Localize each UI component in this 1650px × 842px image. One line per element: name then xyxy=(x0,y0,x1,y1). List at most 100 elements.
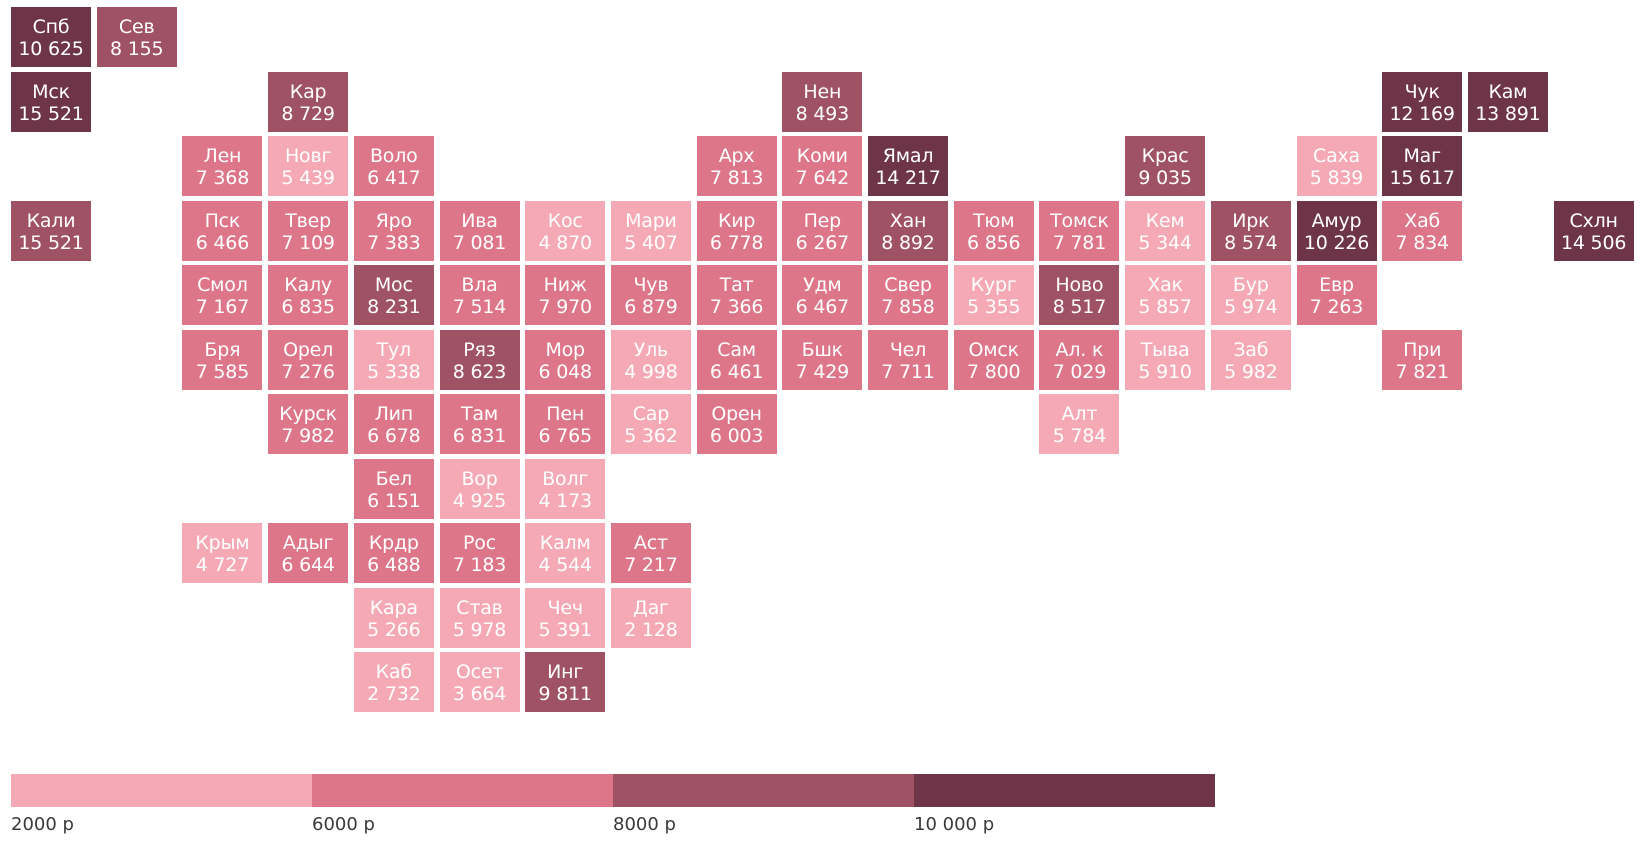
region-tile: Курск 7 982 xyxy=(268,394,349,454)
region-tile: Кург 5 355 xyxy=(953,265,1034,325)
region-tile: Сам 6 461 xyxy=(696,329,777,390)
region-value: 6 778 xyxy=(709,231,764,254)
region-name: Кем xyxy=(1145,209,1185,232)
region-value: 9 811 xyxy=(538,683,592,705)
region-name: Калм xyxy=(539,532,591,554)
region-value: 7 970 xyxy=(538,296,592,318)
region-tile: Орел 7 276 xyxy=(268,329,349,390)
region-name: Орел xyxy=(283,338,334,361)
region-name: Волг xyxy=(542,467,589,490)
region-tile: Чув 6 879 xyxy=(610,265,691,325)
region-tile: Сев 8 155 xyxy=(96,7,177,67)
region-name: Курск xyxy=(279,403,337,425)
region-tile: Бур 5 974 xyxy=(1210,265,1291,325)
region-name: Кос xyxy=(547,209,583,232)
region-tile: Ирк 8 574 xyxy=(1210,200,1291,261)
region-tile: Орен 6 003 xyxy=(696,394,777,454)
region-tile: Тат 7 366 xyxy=(696,265,777,325)
region-tile: Сар 5 362 xyxy=(610,394,691,454)
region-name: Мари xyxy=(625,209,677,232)
region-value: 7 263 xyxy=(1309,296,1364,318)
legend-label: 6000 р xyxy=(312,814,375,835)
region-tile: Бря 7 585 xyxy=(182,329,263,390)
region-tile: Вор 4 925 xyxy=(439,458,520,519)
region-name: Крас xyxy=(1141,145,1189,167)
region-value: 8 892 xyxy=(881,231,935,254)
region-name: Мор xyxy=(545,338,585,361)
region-tile: Рос 7 183 xyxy=(439,523,520,583)
region-value: 14 217 xyxy=(875,167,941,189)
region-tile: Ниж 7 970 xyxy=(525,265,606,325)
region-tile: Крым 4 727 xyxy=(182,523,263,583)
region-name: Осет xyxy=(455,661,504,683)
region-name: Хак xyxy=(1147,274,1183,296)
region-name: Уль xyxy=(633,338,669,361)
region-tile: При 7 821 xyxy=(1382,329,1463,390)
region-name: Ново xyxy=(1055,274,1104,296)
region-value: 7 109 xyxy=(281,231,335,254)
region-value: 7 982 xyxy=(281,425,335,447)
region-tile: Воло 6 417 xyxy=(353,136,434,196)
region-tile: Евр 7 263 xyxy=(1296,265,1377,325)
region-name: Маг xyxy=(1403,145,1441,167)
region-value: 7 183 xyxy=(452,554,507,576)
region-name: Яро xyxy=(375,209,412,232)
region-name: Ниж xyxy=(543,274,587,296)
region-value: 7 217 xyxy=(624,554,678,576)
region-tile: Став 5 978 xyxy=(439,587,520,648)
region-value: 6 461 xyxy=(709,360,764,383)
region-name: Сев xyxy=(118,16,155,38)
region-value: 5 355 xyxy=(966,296,1021,318)
region-value: 5 439 xyxy=(281,167,335,189)
region-value: 15 521 xyxy=(18,102,84,125)
region-tile: Хаб 7 834 xyxy=(1382,200,1463,261)
region-tile: Ряз 8 623 xyxy=(439,329,520,390)
region-value: 9 035 xyxy=(1138,167,1192,189)
region-tile: Лен 7 368 xyxy=(182,136,263,196)
region-tile: Мор 6 048 xyxy=(525,329,606,390)
region-name: Воло xyxy=(369,145,418,167)
region-name: Ива xyxy=(461,209,498,232)
region-value: 15 617 xyxy=(1389,167,1455,189)
region-value: 8 517 xyxy=(1052,296,1107,318)
region-value: 6 856 xyxy=(966,231,1021,254)
region-value: 7 781 xyxy=(1052,231,1107,254)
region-name: Вор xyxy=(461,467,498,490)
region-name: Омск xyxy=(968,338,1019,361)
region-value: 8 155 xyxy=(109,38,164,60)
region-name: Коми xyxy=(796,145,848,167)
region-name: Лен xyxy=(203,145,242,167)
region-value: 6 466 xyxy=(195,231,250,254)
region-tile: Пск 6 466 xyxy=(182,200,263,261)
legend-label: 2000 р xyxy=(11,814,74,835)
region-value: 8 623 xyxy=(452,360,507,383)
region-tile: Алт 5 784 xyxy=(1039,394,1120,454)
color-legend: 2000 р 6000 р 8000 р 10 000 р xyxy=(11,774,1219,835)
region-value: 7 585 xyxy=(195,360,250,383)
region-value: 7 514 xyxy=(452,296,507,318)
region-value: 15 521 xyxy=(18,231,84,254)
region-tile: Кар 8 729 xyxy=(268,71,349,132)
region-name: Орен xyxy=(711,403,762,425)
region-tile: Уль 4 998 xyxy=(610,329,691,390)
region-value: 7 366 xyxy=(709,296,764,318)
region-name: Чув xyxy=(633,274,669,296)
region-name: Рос xyxy=(463,532,496,554)
region-value: 4 998 xyxy=(624,360,678,383)
legend-label: 8000 р xyxy=(613,814,676,835)
region-name: Заб xyxy=(1233,338,1269,361)
region-name: Ал. к xyxy=(1055,338,1104,361)
region-name: Крым xyxy=(195,532,250,554)
region-tile: Кем 5 344 xyxy=(1125,200,1206,261)
region-tile: Кос 4 870 xyxy=(525,200,606,261)
region-tile: Крдр 6 488 xyxy=(353,523,434,583)
region-name: Арх xyxy=(718,145,755,167)
region-name: Мос xyxy=(374,274,413,296)
region-name: Спб xyxy=(32,16,70,38)
region-value: 5 839 xyxy=(1309,167,1364,189)
region-tile: Удм 6 467 xyxy=(782,265,863,325)
region-tile: Тыва 5 910 xyxy=(1125,329,1206,390)
region-value: 7 711 xyxy=(881,360,935,383)
region-tile: Чел 7 711 xyxy=(868,329,948,390)
